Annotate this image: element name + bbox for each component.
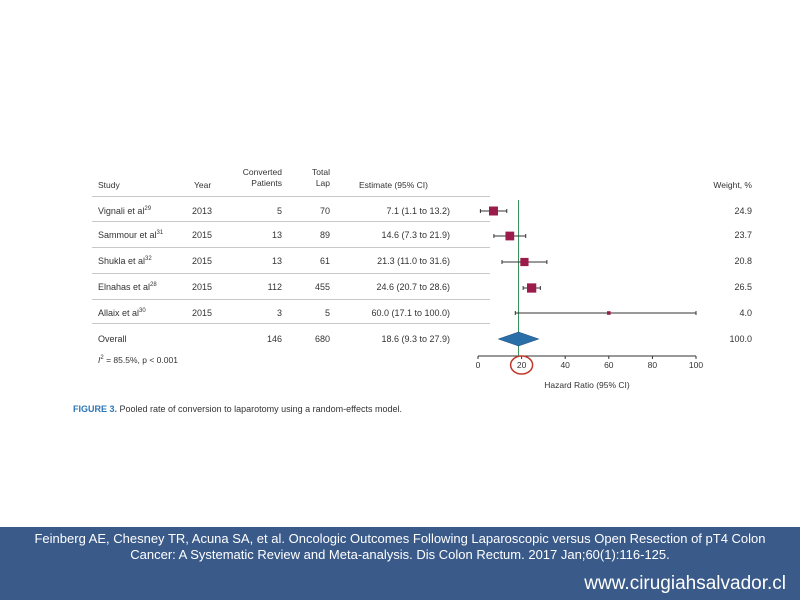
row-1-estimate: 7.1 (1.1 to 13.2) [386,206,450,216]
row-divider [92,273,490,274]
row-3-year: 2015 [192,256,213,266]
overall-diamond [497,331,540,347]
row-1-converted: 5 [276,206,282,216]
overall-total: 680 [314,334,330,344]
header-converted-line1: Converted [242,167,282,177]
row-5-year: 2015 [192,308,213,318]
header-estimate: Estimate (95% CI) [359,180,428,190]
header-total-line2: Lap [315,178,330,188]
row-divider [92,299,490,300]
x-tick-label: 100 [689,360,703,370]
row-3-estimate: 21.3 (11.0 to 31.6) [377,256,450,266]
x-tick-label: 60 [604,360,614,370]
x-axis-label: Hazard Ratio (95% CI) [544,380,630,390]
row-1-study: Vignali et al29 [98,206,152,216]
study-marker [607,311,611,315]
row-4-study: Elnahas et al28 [98,282,157,292]
row-divider [92,221,490,222]
row-5-study: Allaix et al30 [98,308,146,318]
row-4-total: 455 [314,282,330,292]
row-2-total: 89 [319,230,330,240]
header-weight: Weight, % [713,180,752,190]
row-2-weight: 23.7 [734,230,752,240]
row-3-weight: 20.8 [734,256,752,266]
header-divider [92,196,490,197]
footer-band: Feinberg AE, Chesney TR, Acuna SA, et al… [0,527,800,600]
figure-panel: Study Year Converted Patients Total Lap … [62,150,754,425]
row-3-converted: 13 [271,256,282,266]
row-3-total: 61 [319,256,330,266]
study-marker [488,206,498,216]
overall-converted: 146 [266,334,282,344]
header-year: Year [194,180,212,190]
study-marker [526,283,537,293]
study-marker [505,231,515,241]
header-study: Study [98,180,120,190]
row-5-total: 5 [324,308,330,318]
row-4-weight: 26.5 [734,282,752,292]
row-4-converted: 112 [267,282,282,292]
x-tick-label: 80 [648,360,658,370]
figure-label: FIGURE 3. [73,404,118,414]
x-tick-label: 20 [517,360,527,370]
figure-caption: FIGURE 3. Pooled rate of conversion to l… [73,404,402,414]
row-1-weight: 24.9 [734,206,752,216]
row-1-year: 2013 [192,206,213,216]
x-tick-label: 0 [476,360,481,370]
row-1-total: 70 [319,206,330,216]
forest-plot: 0 20 40 60 80 100 Hazard Ratio (95% CI) [476,200,703,390]
overall-weight: 100.0 [729,334,752,344]
header-converted-line2: Patients [251,178,282,188]
website-url[interactable]: www.cirugiahsalvador.cl [584,573,786,594]
row-4-estimate: 24.6 (20.7 to 28.6) [376,282,450,292]
caption-text: Pooled rate of conversion to laparotomy … [117,404,403,414]
overall-label: Overall [98,334,127,344]
highlight-circle [509,355,534,375]
row-2-year: 2015 [192,230,213,240]
row-divider [92,247,490,248]
heterogeneity-stat: I2 = 85.5%, p < 0.001 [98,355,178,365]
study-marker [520,257,529,267]
row-divider [92,323,490,324]
row-5-estimate: 60.0 (17.1 to 100.0) [371,308,450,318]
x-tick-label: 40 [560,360,570,370]
row-2-converted: 13 [271,230,282,240]
header-total-line1: Total [312,167,330,177]
row-5-weight: 4.0 [739,308,752,318]
citation-text: Feinberg AE, Chesney TR, Acuna SA, et al… [34,531,766,562]
row-2-study: Sammour et al31 [98,230,164,240]
row-3-study: Shukla et al32 [98,256,152,266]
row-5-converted: 3 [276,308,282,318]
row-4-year: 2015 [192,282,213,292]
overall-estimate: 18.6 (9.3 to 27.9) [381,334,450,344]
row-2-estimate: 14.6 (7.3 to 21.9) [381,230,450,240]
